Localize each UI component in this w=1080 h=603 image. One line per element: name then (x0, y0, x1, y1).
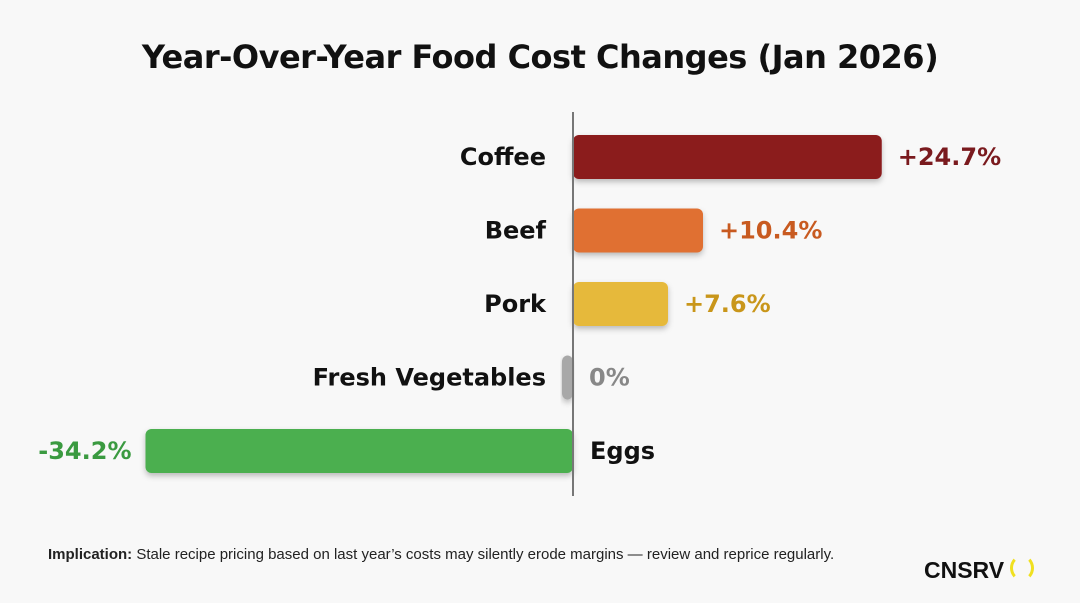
category-label: Pork (484, 290, 547, 318)
implication-label: Implication: (48, 546, 133, 563)
category-label: Beef (485, 217, 547, 245)
bar-eggs (145, 429, 573, 473)
implication-text: Stale recipe pricing based on last year’… (132, 546, 835, 563)
chart-title: Year-Over-Year Food Cost Changes (Jan 20… (141, 38, 939, 76)
implication-note: Implication: Stale recipe pricing based … (48, 545, 848, 564)
bar-pork (573, 282, 668, 326)
category-label: Eggs (590, 437, 655, 465)
data-label: +10.4% (719, 217, 822, 245)
logo-text: CNSRV (924, 557, 1005, 583)
logo-mark-icon (1010, 555, 1035, 581)
bar-beef (573, 208, 703, 253)
category-label: Coffee (460, 143, 546, 171)
logo: CNSRV (924, 555, 1035, 584)
data-label: -34.2% (38, 437, 131, 465)
bar-coffee (573, 135, 882, 179)
category-label: Fresh Vegetables (313, 364, 546, 392)
data-label: +24.7% (898, 143, 1001, 171)
bar-fresh-vegetables (562, 355, 573, 400)
data-label: +7.6% (684, 290, 771, 318)
data-label: 0% (589, 364, 630, 392)
